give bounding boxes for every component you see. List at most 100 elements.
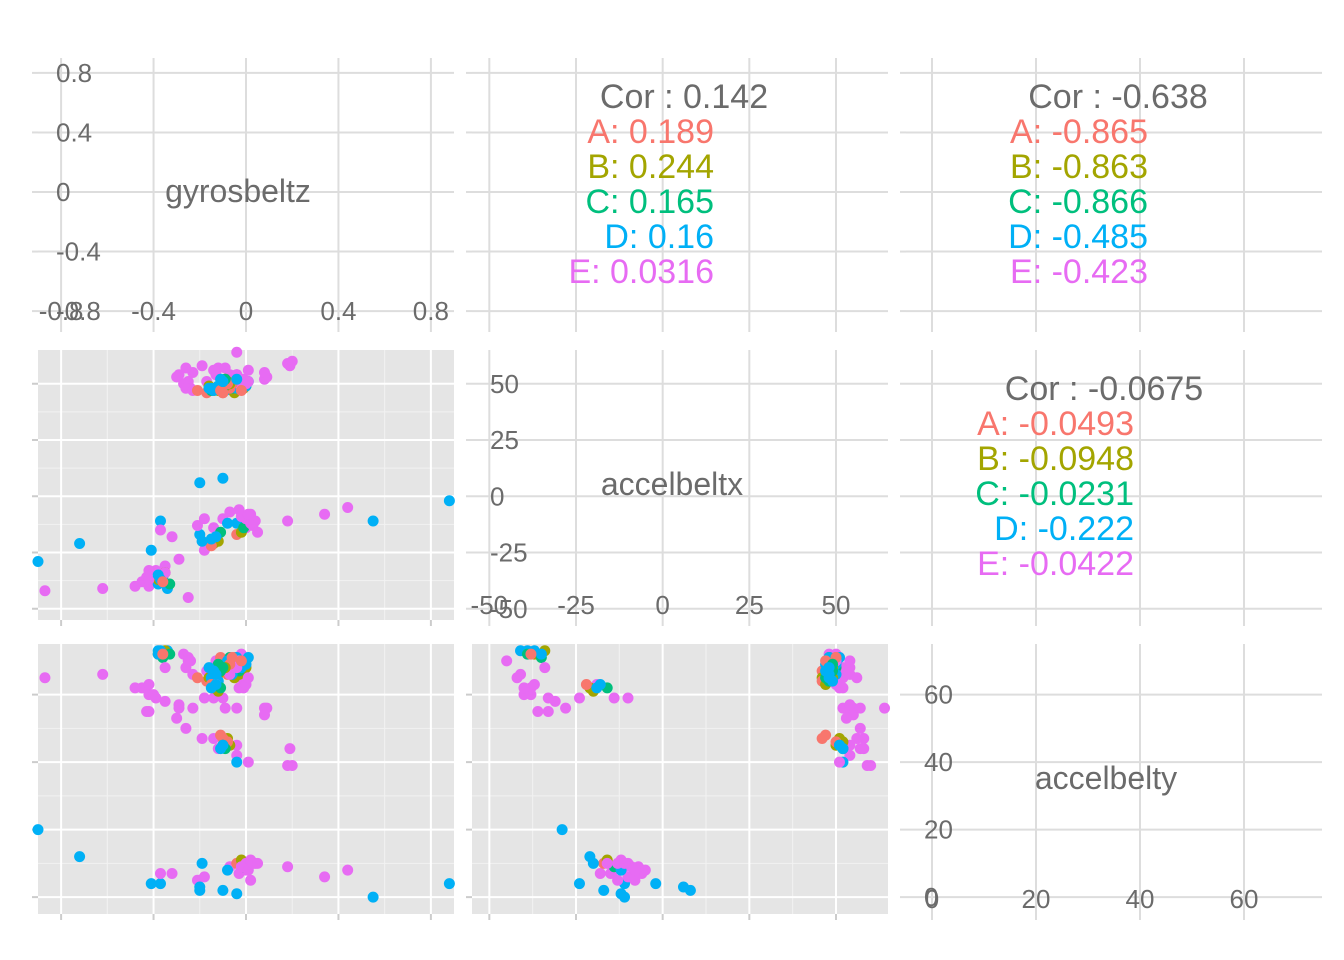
point-E (840, 712, 852, 724)
point-A (157, 648, 169, 660)
point-E (219, 362, 231, 374)
x-tick-label: -0.4 (131, 296, 176, 326)
point-D (215, 743, 227, 755)
y-tick-label: 0 (924, 882, 938, 912)
point-E (601, 857, 613, 869)
point-E (242, 376, 254, 387)
point-D (145, 878, 157, 890)
x-tick-label: 60 (1230, 884, 1259, 914)
point-E (166, 868, 178, 879)
point-D (222, 864, 234, 876)
point-E (629, 864, 641, 876)
point-E (242, 756, 254, 768)
point-E (858, 743, 870, 755)
point-E (319, 871, 331, 883)
x-tick-label: -25 (557, 590, 595, 620)
point-E (851, 733, 863, 744)
point-E (143, 706, 155, 717)
point-E (154, 524, 166, 536)
point-E (196, 360, 208, 372)
group-correlation-A: A: -0.0493 (977, 405, 1134, 443)
point-D (32, 824, 44, 836)
y-tick-label: 60 (924, 680, 953, 710)
point-D (231, 756, 243, 768)
x-tick-label: 0.4 (320, 296, 356, 326)
point-E (879, 702, 891, 714)
point-D (556, 824, 568, 836)
point-E (865, 760, 877, 771)
x-tick-label: 0 (925, 884, 939, 914)
point-E (173, 702, 185, 714)
point-D (194, 477, 206, 489)
point-E (231, 702, 243, 714)
point-D (74, 851, 86, 863)
point-E (518, 682, 530, 694)
x-tick-label: 25 (735, 590, 764, 620)
group-correlation-D: D: -0.485 (1008, 218, 1148, 256)
point-E (539, 662, 551, 674)
y-tick-label: 0 (490, 481, 504, 511)
panel-accelbelty-vs-gyrosbeltz (32, 644, 455, 920)
variable-label: accelbeltx (601, 466, 743, 502)
panel-accelbeltx-vs-gyrosbeltz (32, 346, 455, 626)
point-E (284, 743, 296, 755)
x-tick-label: 50 (822, 590, 851, 620)
point-E (542, 706, 554, 717)
group-correlation-A: A: 0.189 (587, 113, 714, 151)
point-D (154, 878, 166, 890)
point-D (443, 878, 455, 890)
point-E (196, 733, 208, 744)
point-E (242, 508, 254, 520)
point-D (205, 382, 217, 394)
point-E (573, 692, 585, 704)
point-E (342, 864, 354, 876)
point-D (823, 672, 835, 684)
y-tick-label: 0 (56, 177, 70, 207)
point-E (612, 857, 624, 869)
point-E (198, 692, 210, 704)
point-E (528, 679, 540, 690)
point-D (231, 888, 243, 900)
point-A (191, 672, 203, 684)
point-D (587, 857, 599, 869)
point-E (851, 672, 863, 684)
y-tick-label: 20 (924, 815, 953, 845)
point-E (159, 662, 171, 674)
group-correlation-D: D: 0.16 (604, 218, 714, 256)
point-A (580, 679, 592, 690)
point-E (501, 655, 513, 667)
point-E (549, 695, 561, 707)
point-D (205, 533, 217, 545)
group-correlation-B: B: -0.0948 (977, 440, 1134, 478)
point-D (591, 682, 603, 694)
point-E (39, 672, 51, 684)
point-E (143, 679, 155, 690)
y-tick-label: 0.8 (56, 58, 92, 88)
point-E (182, 655, 194, 667)
x-tick-label: 0 (239, 296, 253, 326)
point-A (215, 729, 227, 741)
point-E (532, 706, 544, 717)
point-E (187, 702, 199, 714)
point-D (154, 515, 166, 527)
point-E (622, 692, 634, 704)
point-E (219, 702, 231, 714)
y-tick-label: -25 (490, 538, 528, 568)
panel-accelbeltx-vs-accelbeltx: accelbeltx -50 -25 0 25 50 -50 -25 0 25 50 (466, 350, 888, 626)
point-D (367, 515, 379, 527)
point-D (217, 884, 229, 896)
point-E (245, 874, 257, 886)
group-correlation-E: E: -0.0422 (977, 545, 1134, 583)
point-D (684, 884, 696, 896)
point-A (525, 648, 537, 660)
y-tick-label: 0.4 (56, 117, 92, 147)
x-tick-label: 20 (1022, 884, 1051, 914)
point-E (560, 702, 572, 714)
x-tick-label: 0.8 (413, 296, 449, 326)
point-E (854, 702, 866, 714)
point-E (608, 692, 620, 704)
